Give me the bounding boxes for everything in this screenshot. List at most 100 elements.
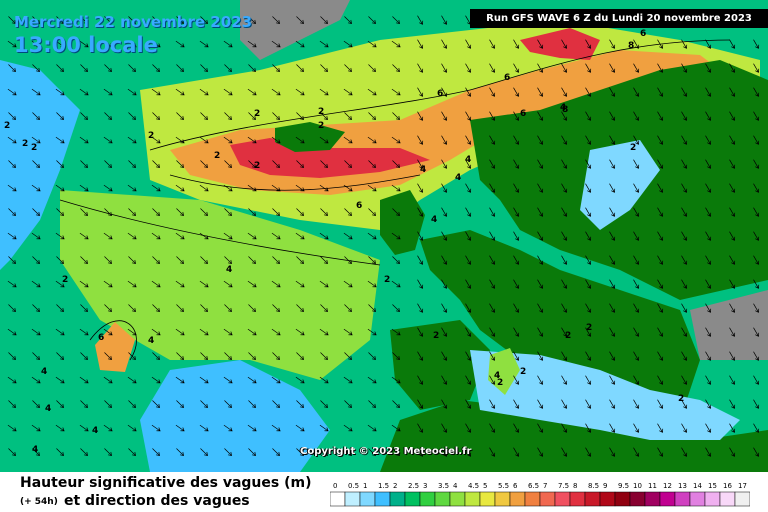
scale-swatch [449, 491, 466, 507]
direction-arrow [223, 232, 233, 240]
direction-arrow [128, 352, 136, 360]
direction-arrow [681, 39, 688, 49]
direction-arrow [681, 207, 688, 217]
direction-arrow [441, 255, 448, 265]
direction-arrow [344, 208, 352, 216]
direction-arrow [465, 399, 472, 409]
contour-label: 2 [678, 394, 684, 404]
scale-label: 9 [603, 482, 607, 490]
direction-arrow [585, 399, 592, 409]
direction-arrow [465, 63, 472, 73]
direction-arrow [271, 280, 281, 288]
direction-arrow [151, 424, 161, 432]
direction-arrow [295, 280, 305, 288]
direction-arrow [729, 423, 736, 433]
direction-arrow [200, 208, 208, 216]
direction-arrow [729, 159, 736, 169]
direction-arrow [753, 87, 760, 97]
direction-arrow [657, 183, 664, 193]
direction-arrow [441, 183, 448, 193]
direction-arrow [681, 159, 688, 169]
direction-arrow [320, 400, 328, 408]
direction-arrow [200, 448, 208, 456]
direction-arrow [705, 279, 712, 289]
direction-arrow [681, 183, 688, 193]
direction-arrow [271, 184, 281, 192]
direction-arrow [56, 256, 64, 264]
direction-arrow [8, 160, 16, 168]
direction-arrow [465, 351, 472, 361]
direction-arrow [609, 375, 616, 385]
direction-arrow [343, 376, 353, 384]
direction-arrow [537, 303, 544, 313]
direction-arrow [633, 279, 640, 289]
direction-arrow [55, 328, 65, 336]
direction-arrow [513, 231, 520, 241]
direction-arrow [200, 304, 208, 312]
direction-arrow [729, 183, 736, 193]
direction-arrow [104, 112, 112, 120]
direction-arrow [320, 112, 328, 120]
direction-arrow [441, 135, 448, 145]
direction-arrow [151, 184, 161, 192]
direction-arrow [391, 88, 401, 96]
direction-arrow [296, 160, 304, 168]
direction-arrow [271, 136, 281, 144]
direction-arrow [609, 279, 616, 289]
direction-arrow [104, 16, 112, 24]
direction-arrow [319, 40, 329, 48]
direction-arrow [127, 328, 137, 336]
direction-arrow [753, 303, 760, 313]
contour-label: 8 [628, 41, 634, 51]
scale-label: 2 [393, 482, 397, 490]
direction-arrow [609, 447, 616, 457]
direction-arrow [199, 136, 209, 144]
direction-arrow [8, 16, 16, 24]
land-british-isles [380, 190, 425, 255]
direction-arrow [104, 256, 112, 264]
direction-arrow [272, 64, 280, 72]
direction-arrow [585, 255, 592, 265]
direction-arrow [705, 39, 712, 49]
direction-arrow [729, 207, 736, 217]
direction-arrow [513, 111, 520, 121]
contour-label: 4 [226, 265, 232, 275]
contour-line [59, 199, 381, 266]
direction-arrow [8, 64, 16, 72]
direction-arrow [248, 112, 256, 120]
direction-arrow [319, 88, 329, 96]
scale-swatch [614, 491, 631, 507]
direction-arrow [223, 40, 233, 48]
direction-arrow [585, 231, 592, 241]
direction-arrow [79, 232, 89, 240]
direction-arrow [705, 231, 712, 241]
direction-arrow [56, 64, 64, 72]
direction-arrow [367, 376, 377, 384]
direction-arrow [633, 423, 640, 433]
scale-label: 14 [693, 482, 702, 490]
direction-arrow [272, 112, 280, 120]
direction-arrow [247, 280, 257, 288]
direction-arrow [633, 399, 640, 409]
direction-arrow [224, 352, 232, 360]
scale-label: 1.5 [378, 482, 389, 490]
direction-arrow [152, 208, 160, 216]
contour-label: 6 [640, 29, 646, 39]
direction-arrow [8, 304, 16, 312]
direction-arrow [272, 352, 280, 360]
direction-arrow [537, 351, 544, 361]
direction-arrow [368, 160, 376, 168]
direction-arrow [585, 159, 592, 169]
direction-arrow [199, 88, 209, 96]
direction-arrow [368, 256, 376, 264]
direction-arrow [585, 279, 592, 289]
direction-arrow [729, 351, 736, 361]
direction-arrow [152, 448, 160, 456]
direction-arrow [609, 87, 616, 97]
direction-arrow [344, 112, 352, 120]
direction-arrow [7, 280, 17, 288]
scale-label: 15 [708, 482, 717, 490]
direction-arrow [343, 184, 353, 192]
direction-arrow [417, 15, 424, 25]
